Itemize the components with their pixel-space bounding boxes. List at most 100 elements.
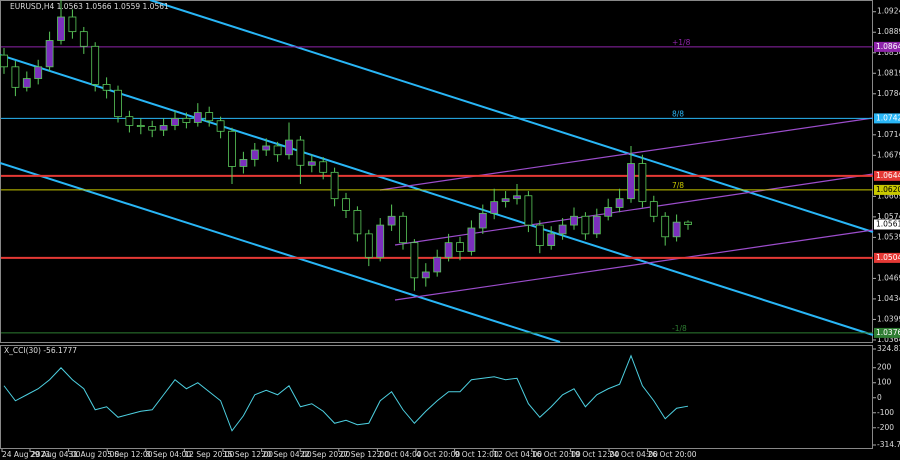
- y-tick-label: 1.0434: [877, 294, 900, 303]
- indicator-panel-frame: [0, 345, 873, 449]
- x-tick-label: 22 Sep 20:00: [300, 450, 350, 459]
- indicator-tick-label: 0: [877, 393, 882, 402]
- candle-body: [125, 116, 134, 126]
- indicator-tick-label: -314.7586: [877, 440, 900, 449]
- level-price-label: 1.0644: [876, 171, 900, 180]
- level-price-box: [874, 113, 900, 124]
- level-price-label: 1.0376: [876, 328, 900, 337]
- candle-body: [661, 215, 670, 238]
- level-price-box: [874, 252, 900, 263]
- level-price-label: 1.0561: [876, 219, 900, 228]
- level-price-box: [874, 170, 900, 181]
- y-tick-label: 1.0784: [877, 89, 900, 98]
- level-price-label: 1.0620: [876, 185, 900, 194]
- candle-body: [615, 198, 624, 208]
- candle-body: [638, 163, 647, 203]
- x-tick-label: 26 Oct 20:00: [648, 450, 697, 459]
- level-price-box: [874, 184, 900, 195]
- y-tick-label: 1.0714: [877, 130, 900, 139]
- candle-body: [34, 66, 43, 79]
- x-tick-label: 9 Oct 12:00: [455, 450, 499, 459]
- y-tick-label: 1.0819: [877, 68, 900, 77]
- candle-body: [467, 227, 476, 252]
- y-tick-label: 1.0609: [877, 191, 900, 200]
- x-tick-label: 8 Sep 04:00: [146, 450, 192, 459]
- candle-body: [399, 215, 407, 244]
- x-tick-label: 15 Sep 12:00: [223, 450, 273, 459]
- level-price-box: [874, 327, 900, 338]
- indicator-tick-label: 324.8172: [877, 344, 900, 353]
- x-tick-label: 24 Aug 2023: [2, 450, 50, 459]
- candle-body: [285, 139, 293, 156]
- level-label: 8/8: [672, 109, 684, 118]
- x-tick-label: 12 Sep 20:00: [184, 450, 234, 459]
- candle-body: [262, 145, 271, 151]
- candle-body: [11, 66, 20, 88]
- level-label: 7/8: [672, 181, 684, 190]
- candle-body: [558, 224, 567, 235]
- candle-body: [581, 215, 590, 235]
- level-price-box: [874, 41, 900, 52]
- y-tick-label: 1.0574: [877, 212, 900, 221]
- regression-channel: [0, 0, 874, 343]
- candle-body: [627, 163, 635, 200]
- x-tick-label: 20 Sep 04:00: [262, 450, 312, 459]
- x-tick-label: 29 Aug 04:00: [30, 450, 81, 459]
- candle-body: [456, 242, 464, 252]
- chart-title: EURUSD,H4 1.0563 1.0566 1.0559 1.0561: [10, 2, 169, 11]
- y-tick-label: 1.0364: [877, 335, 900, 344]
- candle-body: [193, 112, 202, 123]
- candle-body: [342, 198, 350, 211]
- indicator-tick-label: -200: [877, 423, 894, 432]
- candle-body: [250, 149, 259, 160]
- x-tick-label: 12 Oct 04:00: [493, 450, 542, 459]
- candle-body: [547, 233, 556, 246]
- candle-body: [672, 221, 681, 238]
- candle-body: [524, 195, 533, 226]
- indicator-tick-label: -100: [877, 408, 894, 417]
- candle-body: [273, 145, 282, 156]
- x-tick-label: 16 Oct 20:00: [532, 450, 581, 459]
- x-tick-label: 2 Oct 04:00: [377, 450, 421, 459]
- candle-body: [205, 112, 214, 122]
- candle-body: [307, 161, 316, 166]
- candle-body: [45, 40, 54, 68]
- candle-body: [364, 233, 373, 258]
- y-tick-label: 1.0469: [877, 273, 900, 282]
- level-label: +1/8: [672, 38, 691, 47]
- indicator-tick-label: 100: [877, 378, 892, 387]
- candle-body: [649, 201, 658, 217]
- cci-line: [3, 354, 689, 432]
- candle-body: [136, 125, 145, 128]
- candle-body: [478, 212, 487, 229]
- candle-body: [684, 221, 692, 225]
- channel-lower: [0, 162, 561, 343]
- y-tick-label: 1.0539: [877, 232, 900, 241]
- candle-body: [57, 16, 65, 41]
- channel-upper: [379, 117, 874, 191]
- candle-body: [353, 210, 362, 235]
- level-price-label: 1.0742: [876, 113, 900, 122]
- candle-body: [604, 207, 613, 217]
- candle-body: [114, 89, 122, 118]
- candle-body: [570, 215, 578, 226]
- y-tick-label: 1.0679: [877, 150, 900, 159]
- candle-body: [513, 195, 521, 200]
- candle-body: [376, 224, 385, 258]
- candle-body: [296, 139, 305, 166]
- candle-body: [387, 215, 396, 226]
- level-price-box: [874, 219, 900, 230]
- level-label: -1/8: [672, 324, 687, 333]
- y-tick-label: 1.0854: [877, 48, 900, 57]
- channel-lower: [394, 229, 874, 301]
- x-tick-label: 19 Oct 12:00: [570, 450, 619, 459]
- candle-body: [535, 224, 544, 246]
- candle-body: [433, 256, 442, 273]
- x-tick-label: 31 Aug 20:00: [69, 450, 120, 459]
- candle-body: [330, 171, 339, 200]
- candle-body: [68, 16, 77, 33]
- candle-body: [228, 130, 236, 167]
- y-tick-label: 1.0399: [877, 314, 900, 323]
